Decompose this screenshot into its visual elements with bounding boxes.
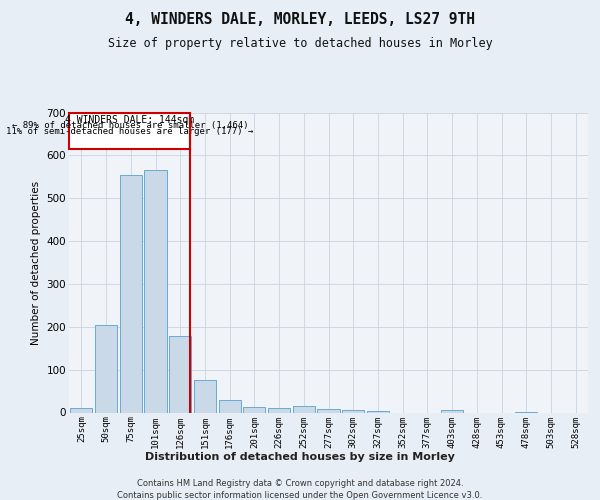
Bar — [218, 400, 241, 412]
Text: 4 WINDERS DALE: 144sqm: 4 WINDERS DALE: 144sqm — [65, 114, 194, 124]
Y-axis label: Number of detached properties: Number of detached properties — [31, 180, 41, 344]
Bar — [169, 336, 191, 412]
Text: Contains HM Land Registry data © Crown copyright and database right 2024.: Contains HM Land Registry data © Crown c… — [137, 479, 463, 488]
Bar — [293, 406, 315, 412]
Bar — [317, 409, 340, 412]
Text: Contains public sector information licensed under the Open Government Licence v3: Contains public sector information licen… — [118, 491, 482, 500]
Text: ← 89% of detached houses are smaller (1,464): ← 89% of detached houses are smaller (1,… — [11, 120, 248, 130]
Bar — [243, 408, 265, 412]
Bar — [342, 410, 364, 412]
Bar — [268, 408, 290, 412]
Bar — [367, 411, 389, 412]
Bar — [70, 112, 190, 149]
Bar — [194, 380, 216, 412]
Text: 11% of semi-detached houses are larger (177) →: 11% of semi-detached houses are larger (… — [6, 126, 253, 136]
Text: Size of property relative to detached houses in Morley: Size of property relative to detached ho… — [107, 38, 493, 51]
Bar — [119, 174, 142, 412]
Bar — [95, 324, 117, 412]
Bar — [70, 408, 92, 412]
Text: Distribution of detached houses by size in Morley: Distribution of detached houses by size … — [145, 452, 455, 462]
Bar — [145, 170, 167, 412]
Text: 4, WINDERS DALE, MORLEY, LEEDS, LS27 9TH: 4, WINDERS DALE, MORLEY, LEEDS, LS27 9TH — [125, 12, 475, 28]
Bar — [441, 410, 463, 412]
